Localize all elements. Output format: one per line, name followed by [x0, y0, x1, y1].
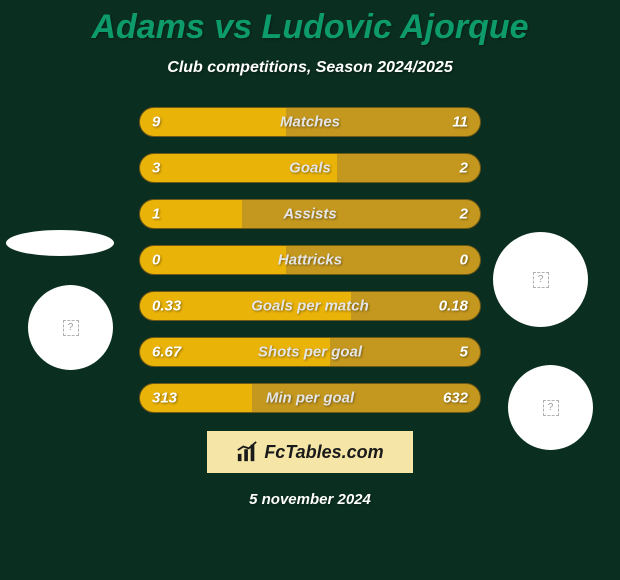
stat-right-value: 632	[443, 390, 468, 407]
stat-right-value: 5	[460, 344, 468, 361]
infographic-container: Adams vs Ludovic Ajorque Club competitio…	[0, 0, 620, 580]
stat-label: Shots per goal	[258, 344, 362, 361]
stat-right-value: 11	[452, 114, 468, 131]
stat-left-value: 3	[152, 160, 160, 177]
stat-label: Goals	[289, 160, 331, 177]
stat-bar-fill	[140, 108, 286, 136]
stat-label: Assists	[283, 206, 336, 223]
image-placeholder-icon: ?	[63, 320, 79, 336]
comparison-title: Adams vs Ludovic Ajorque	[0, 0, 620, 47]
stat-left-value: 1	[152, 206, 160, 223]
stat-left-value: 9	[152, 114, 160, 131]
stat-label: Hattricks	[278, 252, 342, 269]
stat-row: 313 632 Min per goal	[139, 383, 481, 413]
stat-bars: 9 11 Matches 3 2 Goals 1 2 Assists 0 0 Hattricks 0.3…	[139, 107, 481, 413]
stat-row: 0 0 Hattricks	[139, 245, 481, 275]
stat-row: 0.33 0.18 Goals per match	[139, 291, 481, 321]
comparison-subtitle: Club competitions, Season 2024/2025	[0, 59, 620, 77]
watermark: FcTables.com	[207, 431, 413, 473]
stat-left-value: 0.33	[152, 298, 181, 315]
player-photo-placeholder-right: ?	[493, 232, 588, 327]
stat-right-value: 0	[460, 252, 468, 269]
chart-icon	[236, 441, 258, 463]
watermark-text: FcTables.com	[264, 442, 383, 463]
stat-label: Min per goal	[266, 390, 354, 407]
stat-right-value: 2	[460, 206, 468, 223]
stat-row: 1 2 Assists	[139, 199, 481, 229]
image-placeholder-icon: ?	[543, 400, 559, 416]
stat-row: 9 11 Matches	[139, 107, 481, 137]
stat-right-value: 2	[460, 160, 468, 177]
image-placeholder-icon: ?	[533, 272, 549, 288]
comparison-body: ? ? ? 9 11 Matches 3 2 Goals 1 2 Assists 0 0 Hattri…	[0, 107, 620, 508]
stat-row: 6.67 5 Shots per goal	[139, 337, 481, 367]
stat-left-value: 313	[152, 390, 177, 407]
infographic-date: 5 november 2024	[0, 491, 620, 508]
stat-row: 3 2 Goals	[139, 153, 481, 183]
stat-label: Goals per match	[251, 298, 369, 315]
stat-label: Matches	[280, 114, 340, 131]
stat-left-value: 6.67	[152, 344, 181, 361]
player-photo-placeholder-left: ?	[28, 285, 113, 370]
team-logo-placeholder-right: ?	[508, 365, 593, 450]
stat-right-value: 0.18	[439, 298, 468, 315]
stat-left-value: 0	[152, 252, 160, 269]
stat-bar-fill	[140, 246, 286, 274]
team-logo-placeholder-left-top	[6, 230, 114, 256]
